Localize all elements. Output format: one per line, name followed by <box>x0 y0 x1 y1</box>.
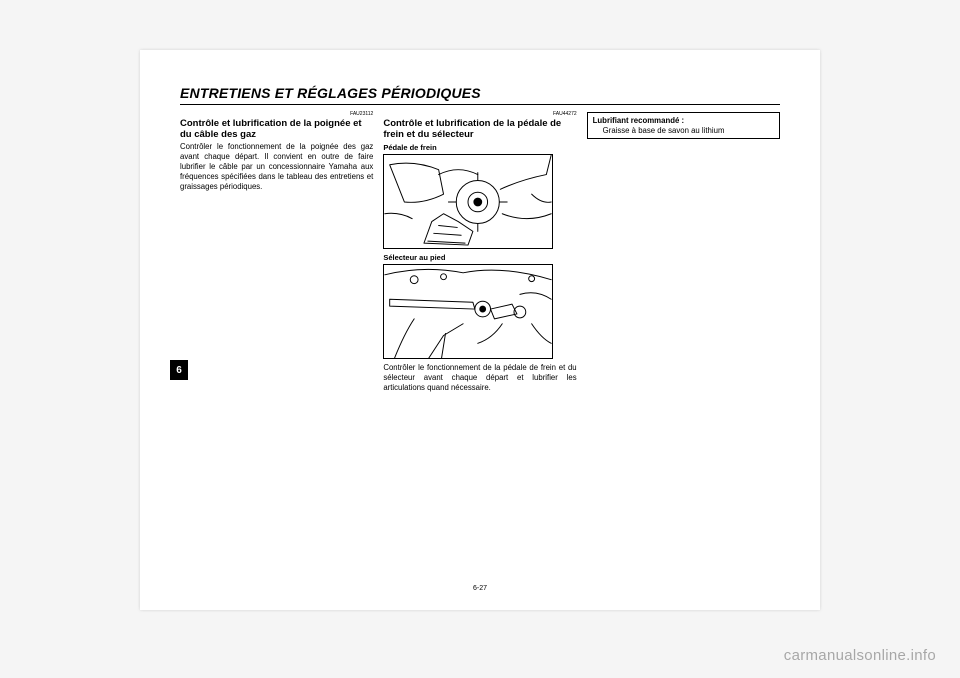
figure-2-label: Sélecteur au pied <box>383 253 576 262</box>
section-body-2: Contrôler le fonctionnement de la pédale… <box>383 363 576 393</box>
ref-code-1: FAU23112 <box>180 112 373 117</box>
lubricant-box: Lubrifiant recommandé : Graisse à base d… <box>587 112 780 139</box>
content-columns: FAU23112 Contrôle et lubrification de la… <box>180 112 780 393</box>
watermark: carmanualsonline.info <box>784 647 936 664</box>
section-heading-2: Contrôle et lubrification de la pédale d… <box>383 118 576 140</box>
lubricant-value: Graisse à base de savon au lithium <box>593 126 774 136</box>
lubricant-label: Lubrifiant recommandé : <box>593 116 774 126</box>
figure-brake-pedal <box>383 154 553 249</box>
page-header: ENTRETIENS ET RÉGLAGES PÉRIODIQUES <box>180 85 780 105</box>
ref-code-2: FAU44272 <box>383 112 576 117</box>
column-3: Lubrifiant recommandé : Graisse à base d… <box>587 112 780 393</box>
column-1: FAU23112 Contrôle et lubrification de la… <box>180 112 373 393</box>
figure-shift-pedal <box>383 264 553 359</box>
section-heading-1: Contrôle et lubrification de la poignée … <box>180 118 373 140</box>
page-number: 6-27 <box>140 585 820 592</box>
figure-1-label: Pédale de frein <box>383 143 576 152</box>
column-2: FAU44272 Contrôle et lubrification de la… <box>383 112 576 393</box>
manual-page: ENTRETIENS ET RÉGLAGES PÉRIODIQUES 6 FAU… <box>140 50 820 610</box>
section-body-1: Contrôler le fonctionnement de la poigné… <box>180 142 373 192</box>
page-title: ENTRETIENS ET RÉGLAGES PÉRIODIQUES <box>180 85 780 101</box>
